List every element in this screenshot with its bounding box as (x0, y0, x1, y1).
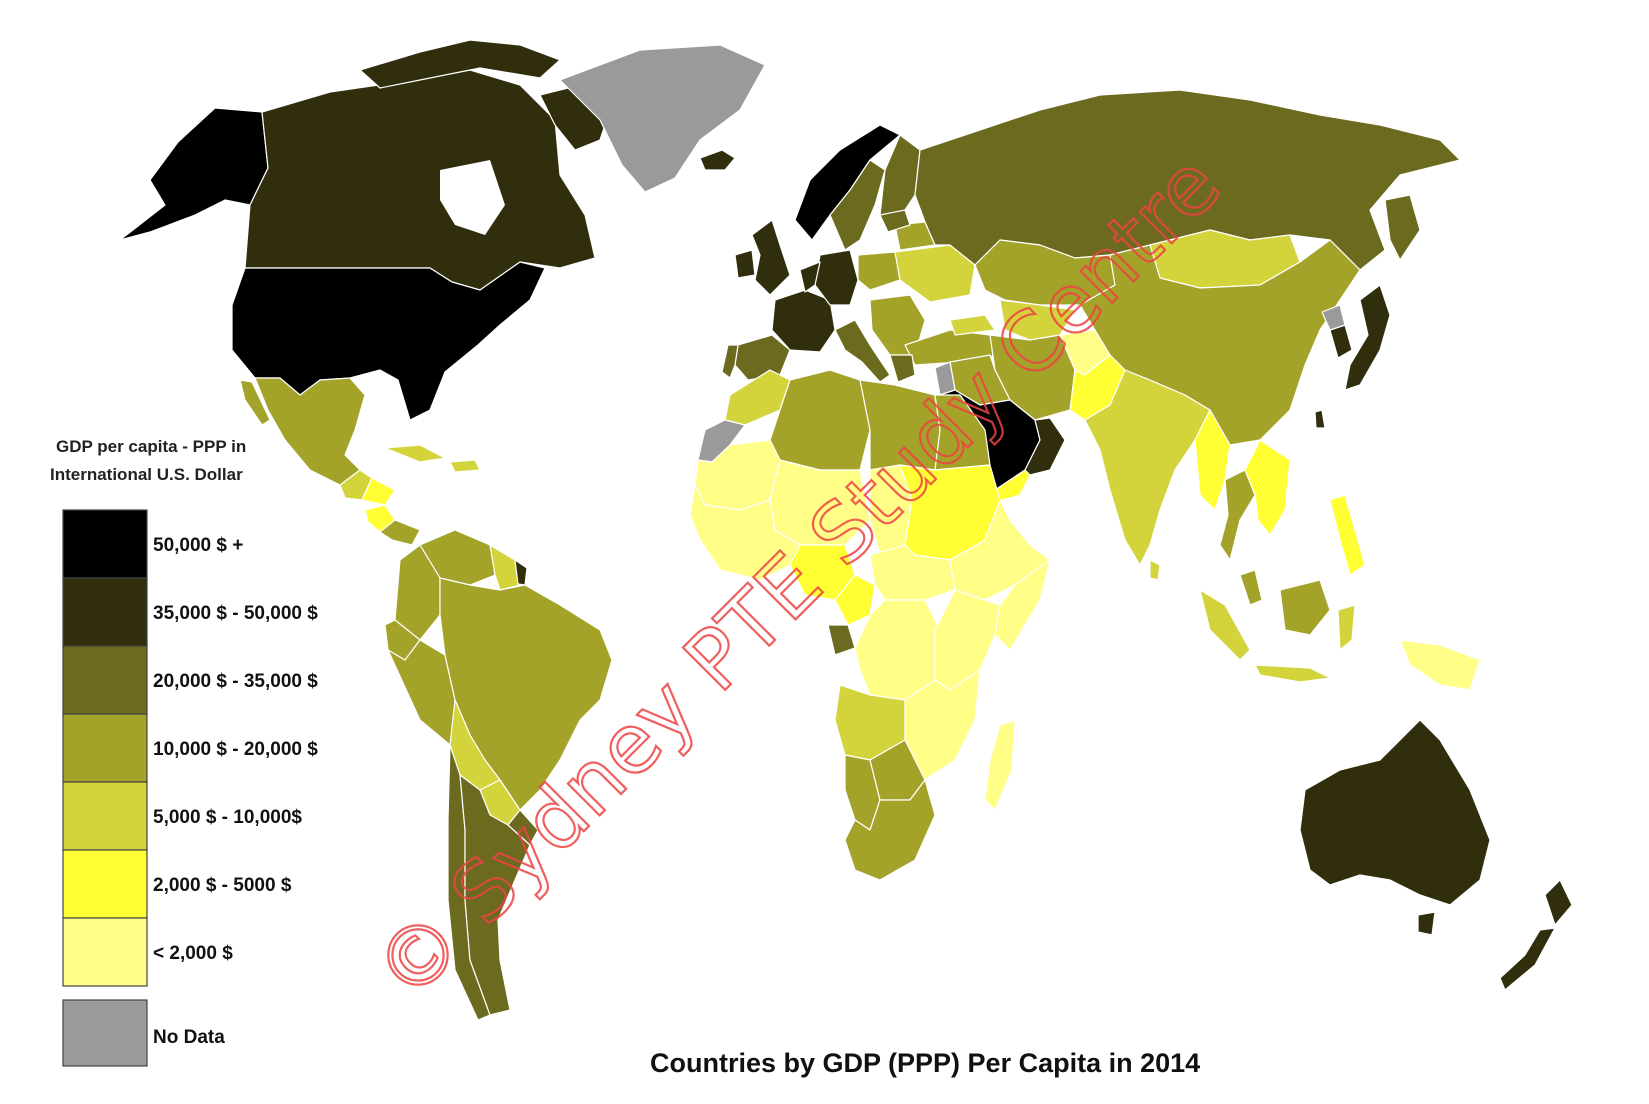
country-java (1254, 664, 1331, 683)
legend-label-6: 2,000 $ - 5000 $ (153, 875, 292, 896)
country-caucasus (949, 314, 996, 336)
legend-swatch-7 (62, 917, 148, 987)
country-malaysia (1239, 569, 1263, 606)
legend-label-2: 35,000 $ - 50,000 $ (153, 603, 318, 624)
country-tasmania (1417, 911, 1436, 936)
legend-title-line1: GDP per capita - PPP in (56, 437, 246, 456)
country-hispaniola (449, 459, 481, 473)
country-france (771, 289, 836, 353)
country-portugal (721, 344, 739, 379)
legend-swatch-6 (62, 849, 148, 919)
country-greenland (559, 44, 766, 193)
country-new-zealand-south (1499, 927, 1556, 991)
south-america (384, 529, 613, 1021)
country-japan (1344, 284, 1391, 391)
legend-swatch-1 (62, 509, 148, 579)
country-taiwan (1314, 409, 1326, 429)
country-uk (751, 219, 791, 296)
country-argentina (459, 774, 531, 1016)
country-uruguay (507, 809, 539, 846)
country-poland (857, 251, 901, 291)
country-greece (889, 354, 916, 383)
country-indochina (1244, 439, 1291, 536)
legend-swatch-4 (62, 713, 148, 783)
country-borneo (1279, 579, 1331, 636)
legend-label-1: 50,000 $ + (153, 535, 243, 556)
legend-label-5: 5,000 $ - 10,000$ (153, 807, 302, 828)
country-kamchatka (1384, 194, 1421, 261)
oceania (1299, 719, 1573, 991)
country-norway (794, 124, 901, 241)
country-baltics (879, 209, 911, 233)
country-canada (244, 69, 596, 291)
legend-label-4: 10,000 $ - 20,000 $ (153, 739, 318, 760)
country-philippines (1329, 494, 1366, 576)
asia-east (1079, 239, 1481, 691)
country-kenya-tanzania (934, 589, 1001, 691)
africa (689, 369, 1051, 881)
country-korea-north (1321, 304, 1346, 331)
legend-label-3: 20,000 $ - 35,000 $ (153, 671, 318, 692)
country-madagascar (984, 719, 1016, 811)
country-sulawesi (1337, 604, 1356, 651)
country-sri-lanka (1149, 559, 1161, 581)
country-china (1079, 239, 1361, 446)
country-thailand (1219, 469, 1256, 561)
legend-items: 50,000 $ + 35,000 $ - 50,000 $ 20,000 $ - … (62, 509, 318, 987)
country-sweden (829, 159, 886, 251)
country-australia (1299, 719, 1491, 906)
country-oman-uae (1024, 417, 1066, 476)
map-title: Countries by GDP (PPP) Per Capita in 201… (650, 1048, 1200, 1078)
europe (721, 124, 1001, 383)
country-iceland (699, 149, 736, 171)
country-italy (834, 319, 891, 383)
country-cuba (384, 444, 446, 463)
country-canada-arctic (359, 39, 561, 89)
legend-label-7: < 2,000 $ (153, 943, 233, 964)
legend-swatch-no-data (62, 999, 148, 1067)
country-gabon-eq-guinea (827, 624, 856, 656)
country-honduras (361, 477, 396, 506)
country-papua (1399, 639, 1481, 691)
country-sumatra (1199, 589, 1251, 661)
legend-swatch-5 (62, 781, 148, 851)
north-america (119, 39, 766, 546)
legend-swatch-2 (62, 577, 148, 647)
country-korea-south (1329, 324, 1353, 359)
asia-north (914, 89, 1461, 341)
legend: GDP per capita - PPP in International U.… (50, 437, 318, 1067)
country-benelux (799, 261, 821, 293)
country-mexico-baja (239, 379, 271, 426)
legend-label-no-data: No Data (153, 1027, 225, 1048)
legend-swatch-3 (62, 645, 148, 715)
country-costa-rica-panama (379, 519, 421, 546)
country-south-africa (844, 779, 936, 881)
country-new-zealand-north (1544, 879, 1573, 926)
country-myanmar (1194, 409, 1231, 511)
country-alaska (119, 107, 269, 241)
hudson-bay (440, 160, 505, 235)
country-ireland (734, 249, 756, 279)
legend-title-line2: International U.S. Dollar (50, 465, 243, 484)
country-cameroon (834, 574, 876, 626)
country-mexico (254, 377, 366, 486)
country-spain (734, 334, 791, 381)
